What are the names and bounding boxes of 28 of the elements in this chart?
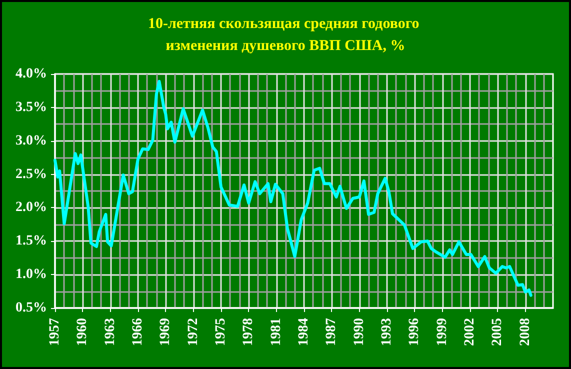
y-tick-label: 3.0% xyxy=(16,133,47,148)
x-tick-label: 1999 xyxy=(434,318,450,346)
x-tick-label: 1987 xyxy=(324,318,340,346)
y-tick-label: 2.0% xyxy=(16,200,47,216)
x-tick-label: 1981 xyxy=(268,318,284,346)
x-tick-label: 1969 xyxy=(158,318,174,346)
x-tick-label: 1975 xyxy=(214,318,228,346)
x-tick-label: 1978 xyxy=(241,318,256,346)
x-tick-label: 1966 xyxy=(130,318,146,346)
x-tick-label: 2008 xyxy=(518,318,533,346)
y-tick-label: 3.5% xyxy=(16,100,47,115)
y-tick-label: 2.5% xyxy=(16,166,47,182)
y-tick-label: 1.5% xyxy=(16,234,47,249)
x-tick-label: 1993 xyxy=(380,318,394,346)
y-tick-label: 0.5% xyxy=(16,300,47,316)
x-tick-label: 1963 xyxy=(102,318,118,346)
x-tick-label: 1996 xyxy=(407,318,422,346)
y-tick-label: 1.0% xyxy=(16,267,47,282)
x-tick-label: 1972 xyxy=(186,318,201,346)
x-tick-label: 2002 xyxy=(462,318,478,346)
line-series xyxy=(54,80,532,297)
y-tick-label: 4.0% xyxy=(16,66,47,82)
x-tick-label: 1990 xyxy=(352,318,367,346)
x-tick-label: 1957 xyxy=(48,318,62,346)
x-tick-label: 2005 xyxy=(490,318,506,346)
x-tick-label: 1960 xyxy=(75,318,90,346)
x-tick-label: 1984 xyxy=(296,318,312,346)
chart-title: 10-летняя скользящая средняя годового изменения душевого ВВП США, % xyxy=(148,16,424,54)
